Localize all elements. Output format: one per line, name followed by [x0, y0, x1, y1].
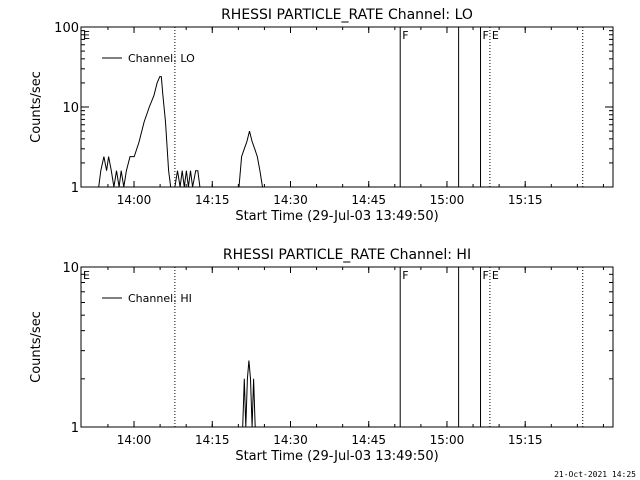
panel1-y-axis-label: Counts/sec	[29, 71, 44, 143]
panel1-series-line	[98, 76, 263, 188]
panel1-title: RHESSI PARTICLE_RATE Channel: LO	[221, 7, 473, 23]
panel2-x-tick-label: 14:30	[273, 433, 308, 447]
panel1-legend-label: Channel: LO	[128, 52, 195, 65]
panel1-x-tick-label: 14:30	[273, 193, 308, 207]
panel1-x-tick-label: 15:00	[430, 193, 465, 207]
panel2-event-label: F	[483, 269, 489, 282]
panel1-x-tick-label: 14:15	[195, 193, 230, 207]
panel2-event-label: E	[83, 269, 90, 282]
panel1-event-label: F	[483, 29, 489, 42]
generation-timestamp: 21-Oct-2021 14:25	[554, 470, 636, 479]
panel2-title: RHESSI PARTICLE_RATE Channel: HI	[223, 247, 471, 263]
panel1-y-tick-label: 1	[71, 181, 79, 196]
panel2-y-axis-label: Counts/sec	[29, 311, 44, 383]
panel1-event-label: E	[492, 29, 499, 42]
panel2-event-label: E	[492, 269, 499, 282]
panel2-x-tick-label: 15:15	[508, 433, 543, 447]
panel2-axes-frame	[80, 266, 614, 428]
panel1-x-tick-label: 14:45	[351, 193, 386, 207]
panel1-y-tick-label: 10	[62, 101, 79, 116]
panel2-y-tick-label: 10	[62, 261, 79, 276]
panel2-x-tick-label: 14:00	[117, 433, 152, 447]
panel2-event-label: F	[402, 269, 408, 282]
panel2-x-tick-label: 14:45	[351, 433, 386, 447]
panel2-x-axis-label: Start Time (29-Jul-03 13:49:50)	[235, 449, 438, 464]
panel1-event-label: E	[83, 29, 90, 42]
panel2-legend-label: Channel: HI	[128, 292, 192, 305]
panel1-y-tick-label: 100	[54, 21, 79, 36]
panel2-series-line	[242, 360, 259, 428]
panel1-axes-frame	[80, 26, 614, 188]
panel1-x-tick-label: 14:00	[117, 193, 152, 207]
panel1-x-axis-label: Start Time (29-Jul-03 13:49:50)	[235, 209, 438, 224]
panel2-x-tick-label: 14:15	[195, 433, 230, 447]
panel2-x-tick-label: 15:00	[430, 433, 465, 447]
panel2-y-tick-label: 1	[71, 421, 79, 436]
panel1-x-tick-label: 15:15	[508, 193, 543, 207]
panel1-event-label: F	[402, 29, 408, 42]
